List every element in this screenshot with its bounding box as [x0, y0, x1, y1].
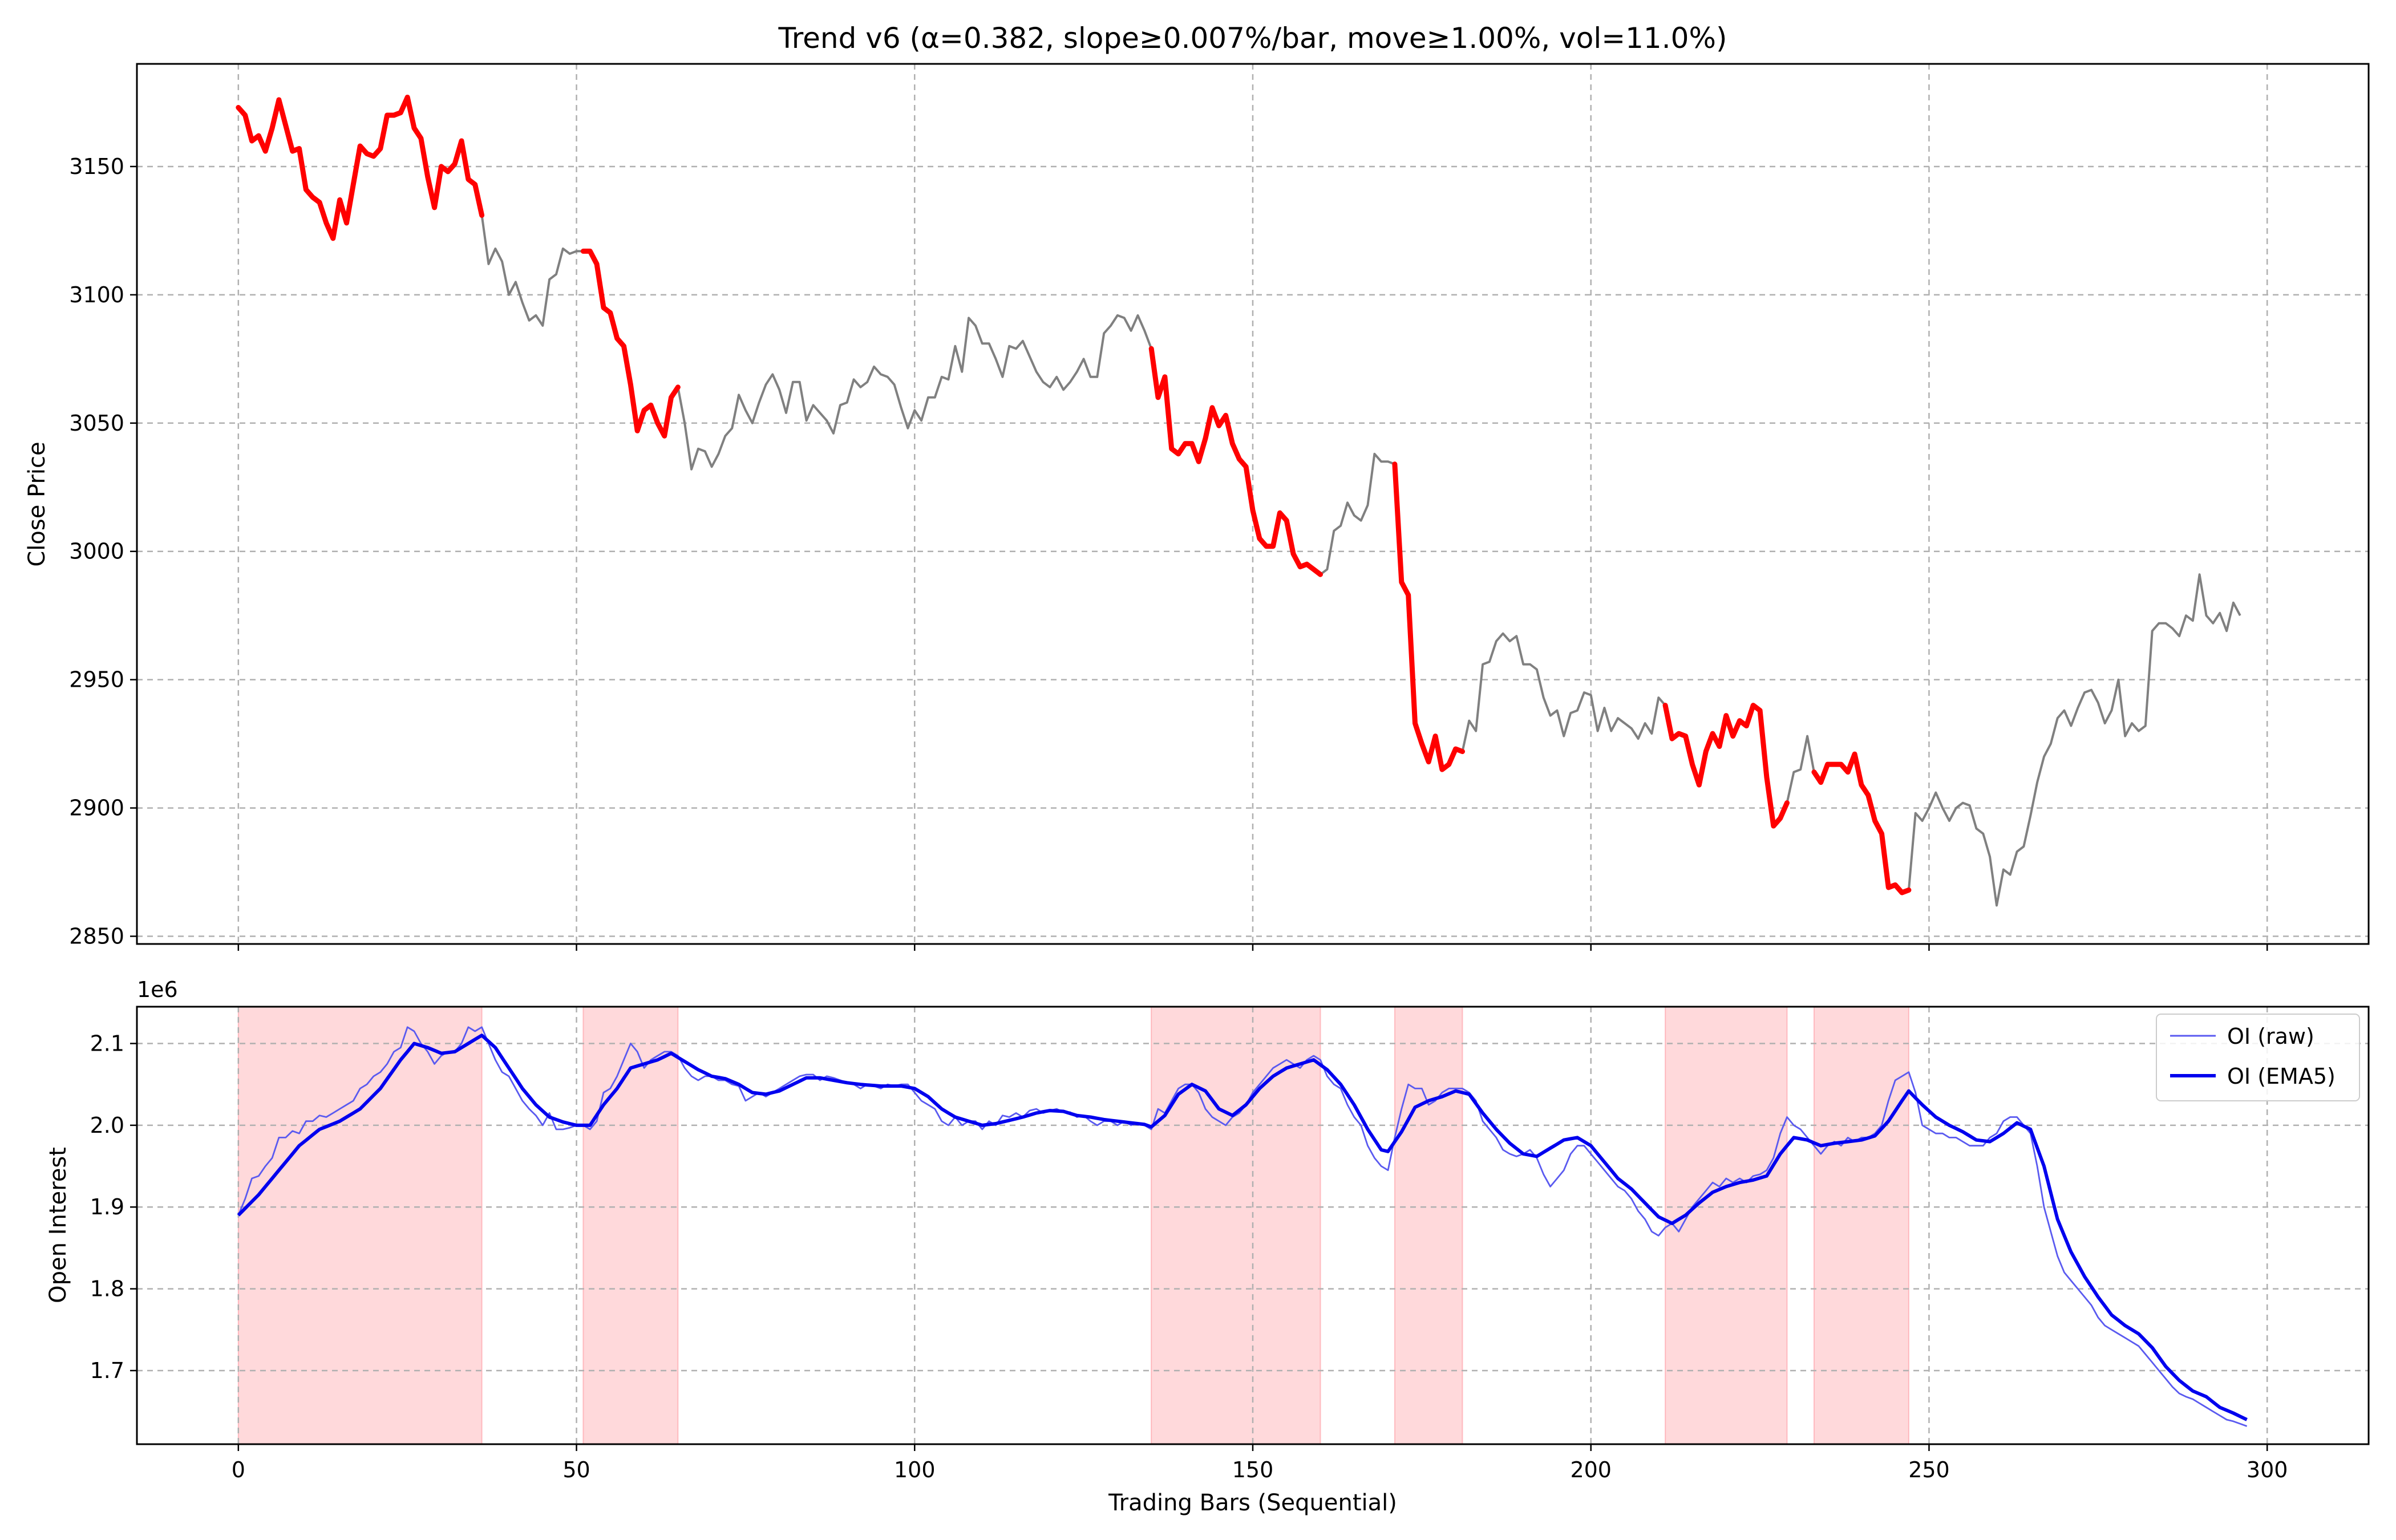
legend-label-ema: OI (EMA5) — [2227, 1064, 2336, 1089]
price-ticks: 2850 2900 2950 3000 3050 3100 3150 — [69, 154, 2268, 951]
trend-span — [1151, 1006, 1321, 1445]
oi-xtick-label: 200 — [1570, 1457, 1612, 1482]
oi-grid — [137, 1007, 2369, 1444]
price-ytick-label: 2850 — [69, 924, 124, 949]
oi-ticks: 1.7 1.8 1.9 2.0 2.1 0 50 100 150 200 250 300 — [90, 1031, 2288, 1482]
price-ytick-label: 3000 — [69, 539, 124, 564]
trend-span — [1394, 1006, 1463, 1445]
oi-xtick-label: 100 — [894, 1457, 936, 1482]
price-series — [236, 95, 2241, 907]
oi-series — [237, 1026, 2248, 1427]
oi-ytick-label: 1.7 — [90, 1358, 124, 1383]
trend-segment — [1662, 703, 1790, 829]
oi-xtick-label: 150 — [1232, 1457, 1274, 1482]
price-y-axis-label: Close Price — [24, 441, 50, 566]
oi-ytick-label: 1.8 — [90, 1276, 124, 1302]
legend-label-raw: OI (raw) — [2227, 1024, 2314, 1049]
oi-ytick-label: 1.9 — [90, 1194, 124, 1219]
trend-segment — [1811, 751, 1912, 895]
oi-y-axis-label: Open Interest — [45, 1147, 71, 1303]
trend-segment — [1392, 461, 1465, 772]
trend-span — [582, 1006, 679, 1445]
oi-offset-text: 1e6 — [137, 977, 178, 1002]
price-ytick-label: 3100 — [69, 282, 124, 307]
trend-segment — [580, 248, 681, 439]
oi-ema-line — [237, 1034, 2248, 1421]
price-ytick-label: 3050 — [69, 411, 124, 436]
price-panel: 2850 2900 2950 3000 3050 3100 3150 Close Price — [24, 63, 2370, 951]
trend-span — [237, 1006, 483, 1445]
oi-xtick-label: 50 — [562, 1457, 590, 1482]
trend-segment — [236, 95, 485, 241]
x-axis-label: Trading Bars (Sequential) — [1108, 1490, 1397, 1516]
oi-xtick-label: 300 — [2247, 1457, 2288, 1482]
oi-panel: 1.7 1.8 1.9 2.0 2.1 0 50 100 150 200 250 300 1e6 Op… — [45, 977, 2370, 1516]
oi-xtick-label: 0 — [232, 1457, 245, 1482]
trend-span — [1813, 1006, 1909, 1445]
oi-xtick-label: 250 — [1908, 1457, 1950, 1482]
trend-span — [1665, 1006, 1788, 1445]
chart-title: Trend v6 (α=0.382, slope≥0.007%/bar, mov… — [778, 22, 1727, 55]
price-ytick-label: 3150 — [69, 154, 124, 179]
oi-ytick-label: 2.0 — [90, 1113, 124, 1138]
price-ytick-label: 2950 — [69, 667, 124, 692]
trend-segment — [1148, 346, 1323, 577]
oi-ytick-label: 2.1 — [90, 1031, 124, 1056]
price-ytick-label: 2900 — [69, 796, 124, 821]
legend: OI (raw) OI (EMA5) — [2156, 1014, 2360, 1101]
